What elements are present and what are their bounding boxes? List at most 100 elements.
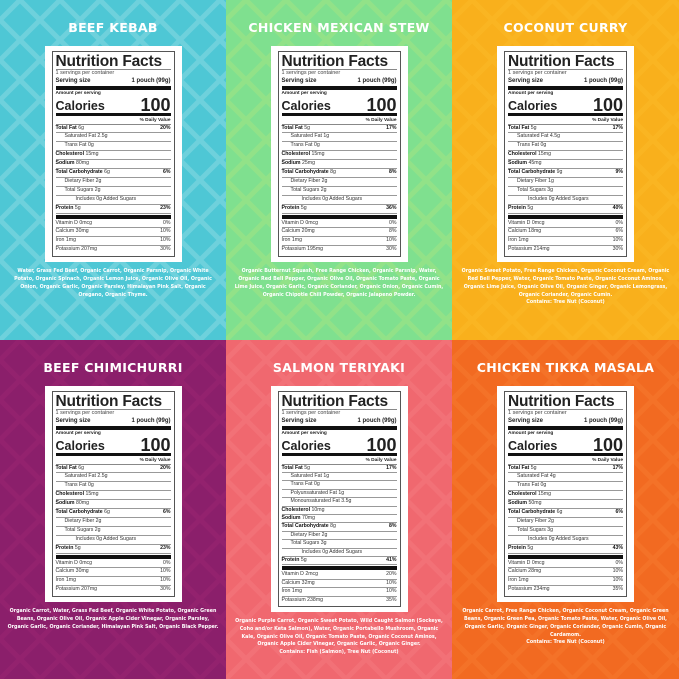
nutrient-name: Total Carbohydrate 6g: [56, 169, 110, 177]
nutrient-row: Total Sugars 3g: [281, 540, 397, 549]
vitamin-daily-value: 10%: [612, 237, 623, 244]
calories-label: Calories: [55, 439, 105, 453]
nutrient-row: Sodium 50mg: [508, 500, 623, 510]
medium-divider: [55, 453, 171, 456]
nutrient-daily-value: 17%: [386, 124, 397, 131]
calories-row: Calories 100: [508, 435, 623, 455]
vitamin-row: Vitamin D 0mcg 0%: [508, 560, 623, 569]
vitamin-daily-value: 30%: [612, 246, 623, 253]
nutrient-name: Total Sugars 3g: [508, 527, 553, 535]
nutrient-name: Saturated Fat 2.5g: [56, 133, 108, 141]
product-tile-beef-kebab: BEEF KEBAB Nutrition Facts 1 servings per …: [0, 0, 226, 340]
nutrient-label: Includes 0g Added Sugars: [75, 195, 137, 202]
vitamin-label: Vitamin D 2mcg: [281, 571, 319, 578]
nutrient-label: Saturated Fat: [290, 472, 322, 479]
vitamin-row: Potassium 207mg 30%: [56, 586, 171, 594]
nutrition-panel: Nutrition Facts 1 servings per container S…: [497, 46, 634, 263]
daily-value-header: % Daily Value: [281, 457, 397, 465]
nutrient-name: Dietary Fiber 2g: [56, 178, 102, 186]
nutrient-amount: 4g: [549, 473, 556, 480]
servings-per-container: 1 servings per container: [281, 70, 341, 76]
nutrient-row: Protein 5g 23%: [55, 545, 171, 554]
nutrient-name: Includes 0g Added Sugars: [282, 549, 363, 556]
nutrient-row: Includes 0g Added Sugars: [508, 196, 623, 205]
nutrient-row: Cholesterol 10mg: [281, 506, 397, 515]
nutrient-name: Saturated Fat 1g: [282, 473, 330, 480]
ingredients-list: Organic Carrot, Water, Grass Fed Beef, O…: [7, 609, 219, 630]
calories-value: 100: [140, 95, 171, 115]
vitamin-row: Vitamin D 2mcg 20%: [281, 571, 397, 580]
nutrient-name: Total Fat 5g: [508, 465, 536, 473]
calories-label: Calories: [508, 99, 558, 113]
nutrient-amount: 5g: [300, 204, 307, 211]
nutrient-label: Total Carbohydrate: [508, 169, 556, 176]
nutrient-name: Sodium 25mg: [282, 160, 315, 168]
serving-size-value: 1 pouch (99g): [131, 78, 171, 84]
calories-row: Calories 100: [55, 436, 171, 454]
nutrient-label: Dietary Fiber: [290, 531, 321, 538]
nutrient-daily-value: 17%: [612, 464, 623, 471]
nutrient-name: Sodium 80mg: [56, 500, 89, 508]
nutrient-row: Total Sugars 3g: [508, 187, 623, 196]
nutrient-row: Saturated Fat 4.5g: [508, 133, 623, 143]
nutrient-amount: 45mg: [528, 160, 542, 167]
nutrient-amount: 0g: [313, 481, 320, 488]
thick-divider: [508, 86, 623, 90]
nutrient-name: Includes 0g Added Sugars: [56, 536, 137, 544]
nutrient-label: Includes 0g Added Sugars: [75, 535, 137, 542]
nutrient-amount: 50mg: [528, 500, 542, 507]
nutrition-facts-label: Nutrition Facts 1 servings per container S…: [277, 391, 401, 607]
nutrient-name: Total Carbohydrate 6g: [508, 509, 562, 517]
nutrient-amount: 6g: [78, 124, 84, 131]
nutrient-amount: 2g: [320, 186, 327, 193]
nutrient-daily-value: 20%: [160, 464, 171, 471]
medium-divider: [508, 453, 623, 456]
nutrient-label: Sodium: [281, 514, 301, 521]
vitamin-daily-value: 0%: [389, 219, 397, 226]
nutrient-label: Polyunsaturated Fat: [290, 489, 337, 496]
servings-per-container: 1 servings per container: [55, 70, 115, 76]
nutrient-name: Total Sugars 3g: [282, 540, 327, 547]
nutrient-name: Dietary Fiber 2g: [282, 178, 328, 186]
nutrient-label: Trans Fat: [517, 142, 540, 149]
vitamin-row: Vitamin D 0mcg 0%: [281, 219, 397, 229]
nutrient-amount: 80mg: [75, 500, 89, 507]
nutrient-name: Trans Fat 0g: [282, 481, 320, 488]
calories-value: 100: [366, 95, 397, 115]
nutrient-label: Sodium: [55, 500, 75, 507]
nutrient-label: Saturated Fat: [517, 133, 549, 140]
nutrient-label: Sodium: [281, 160, 301, 167]
vitamin-daily-value: 30%: [160, 246, 171, 253]
nutrient-name: Cholesterol 15mg: [56, 491, 99, 499]
nutrient-label: Includes 0g Added Sugars: [301, 548, 363, 555]
nutrient-row: Total Fat 6g 20%: [55, 464, 171, 474]
vitamin-label: Vitamin D 0mcg: [508, 559, 545, 566]
nutrient-row: Protein 5g 36%: [281, 204, 397, 214]
vitamin-row: Iron 1mg 10%: [508, 577, 623, 587]
nutrient-row: Total Fat 5g 17%: [281, 465, 397, 473]
nutrient-amount: 3g: [547, 186, 554, 193]
nutrient-amount: 10mg: [311, 506, 325, 513]
nutrient-label: Sodium: [55, 160, 75, 167]
vitamin-row: Potassium 238mg 35%: [282, 597, 397, 604]
nutrient-label: Total Sugars: [64, 526, 94, 533]
nutrient-label: Total Sugars: [64, 186, 94, 193]
serving-size: Serving size 1 pouch (99g): [56, 417, 171, 425]
nutrient-amount: 15mg: [85, 151, 99, 158]
product-tile-beef-chimichurri: BEEF CHIMICHURRI Nutrition Facts 1 serving…: [0, 340, 226, 679]
nutrient-amount: 9g: [556, 169, 563, 176]
vitamin-daily-value: 30%: [160, 586, 171, 593]
vitamin-daily-value: 10%: [612, 577, 623, 584]
nutrition-facts-label: Nutrition Facts 1 servings per container S…: [504, 51, 627, 258]
vitamin-row: Potassium 207mg 30%: [56, 246, 171, 254]
nutrient-name: Trans Fat 0g: [508, 482, 546, 490]
medium-divider: [508, 113, 623, 116]
nutrient-daily-value: 6%: [163, 169, 171, 176]
calories-value: 100: [592, 435, 623, 455]
nutrient-amount: 2g: [548, 517, 554, 524]
nutrient-row: Protein 5g 43%: [508, 545, 623, 554]
nutrient-label: Trans Fat: [290, 142, 313, 149]
nutrient-label: Cholesterol: [281, 506, 311, 513]
product-title: BEEF CHIMICHURRI: [43, 360, 183, 375]
nutrient-row: Dietary Fiber 2g: [281, 178, 397, 187]
